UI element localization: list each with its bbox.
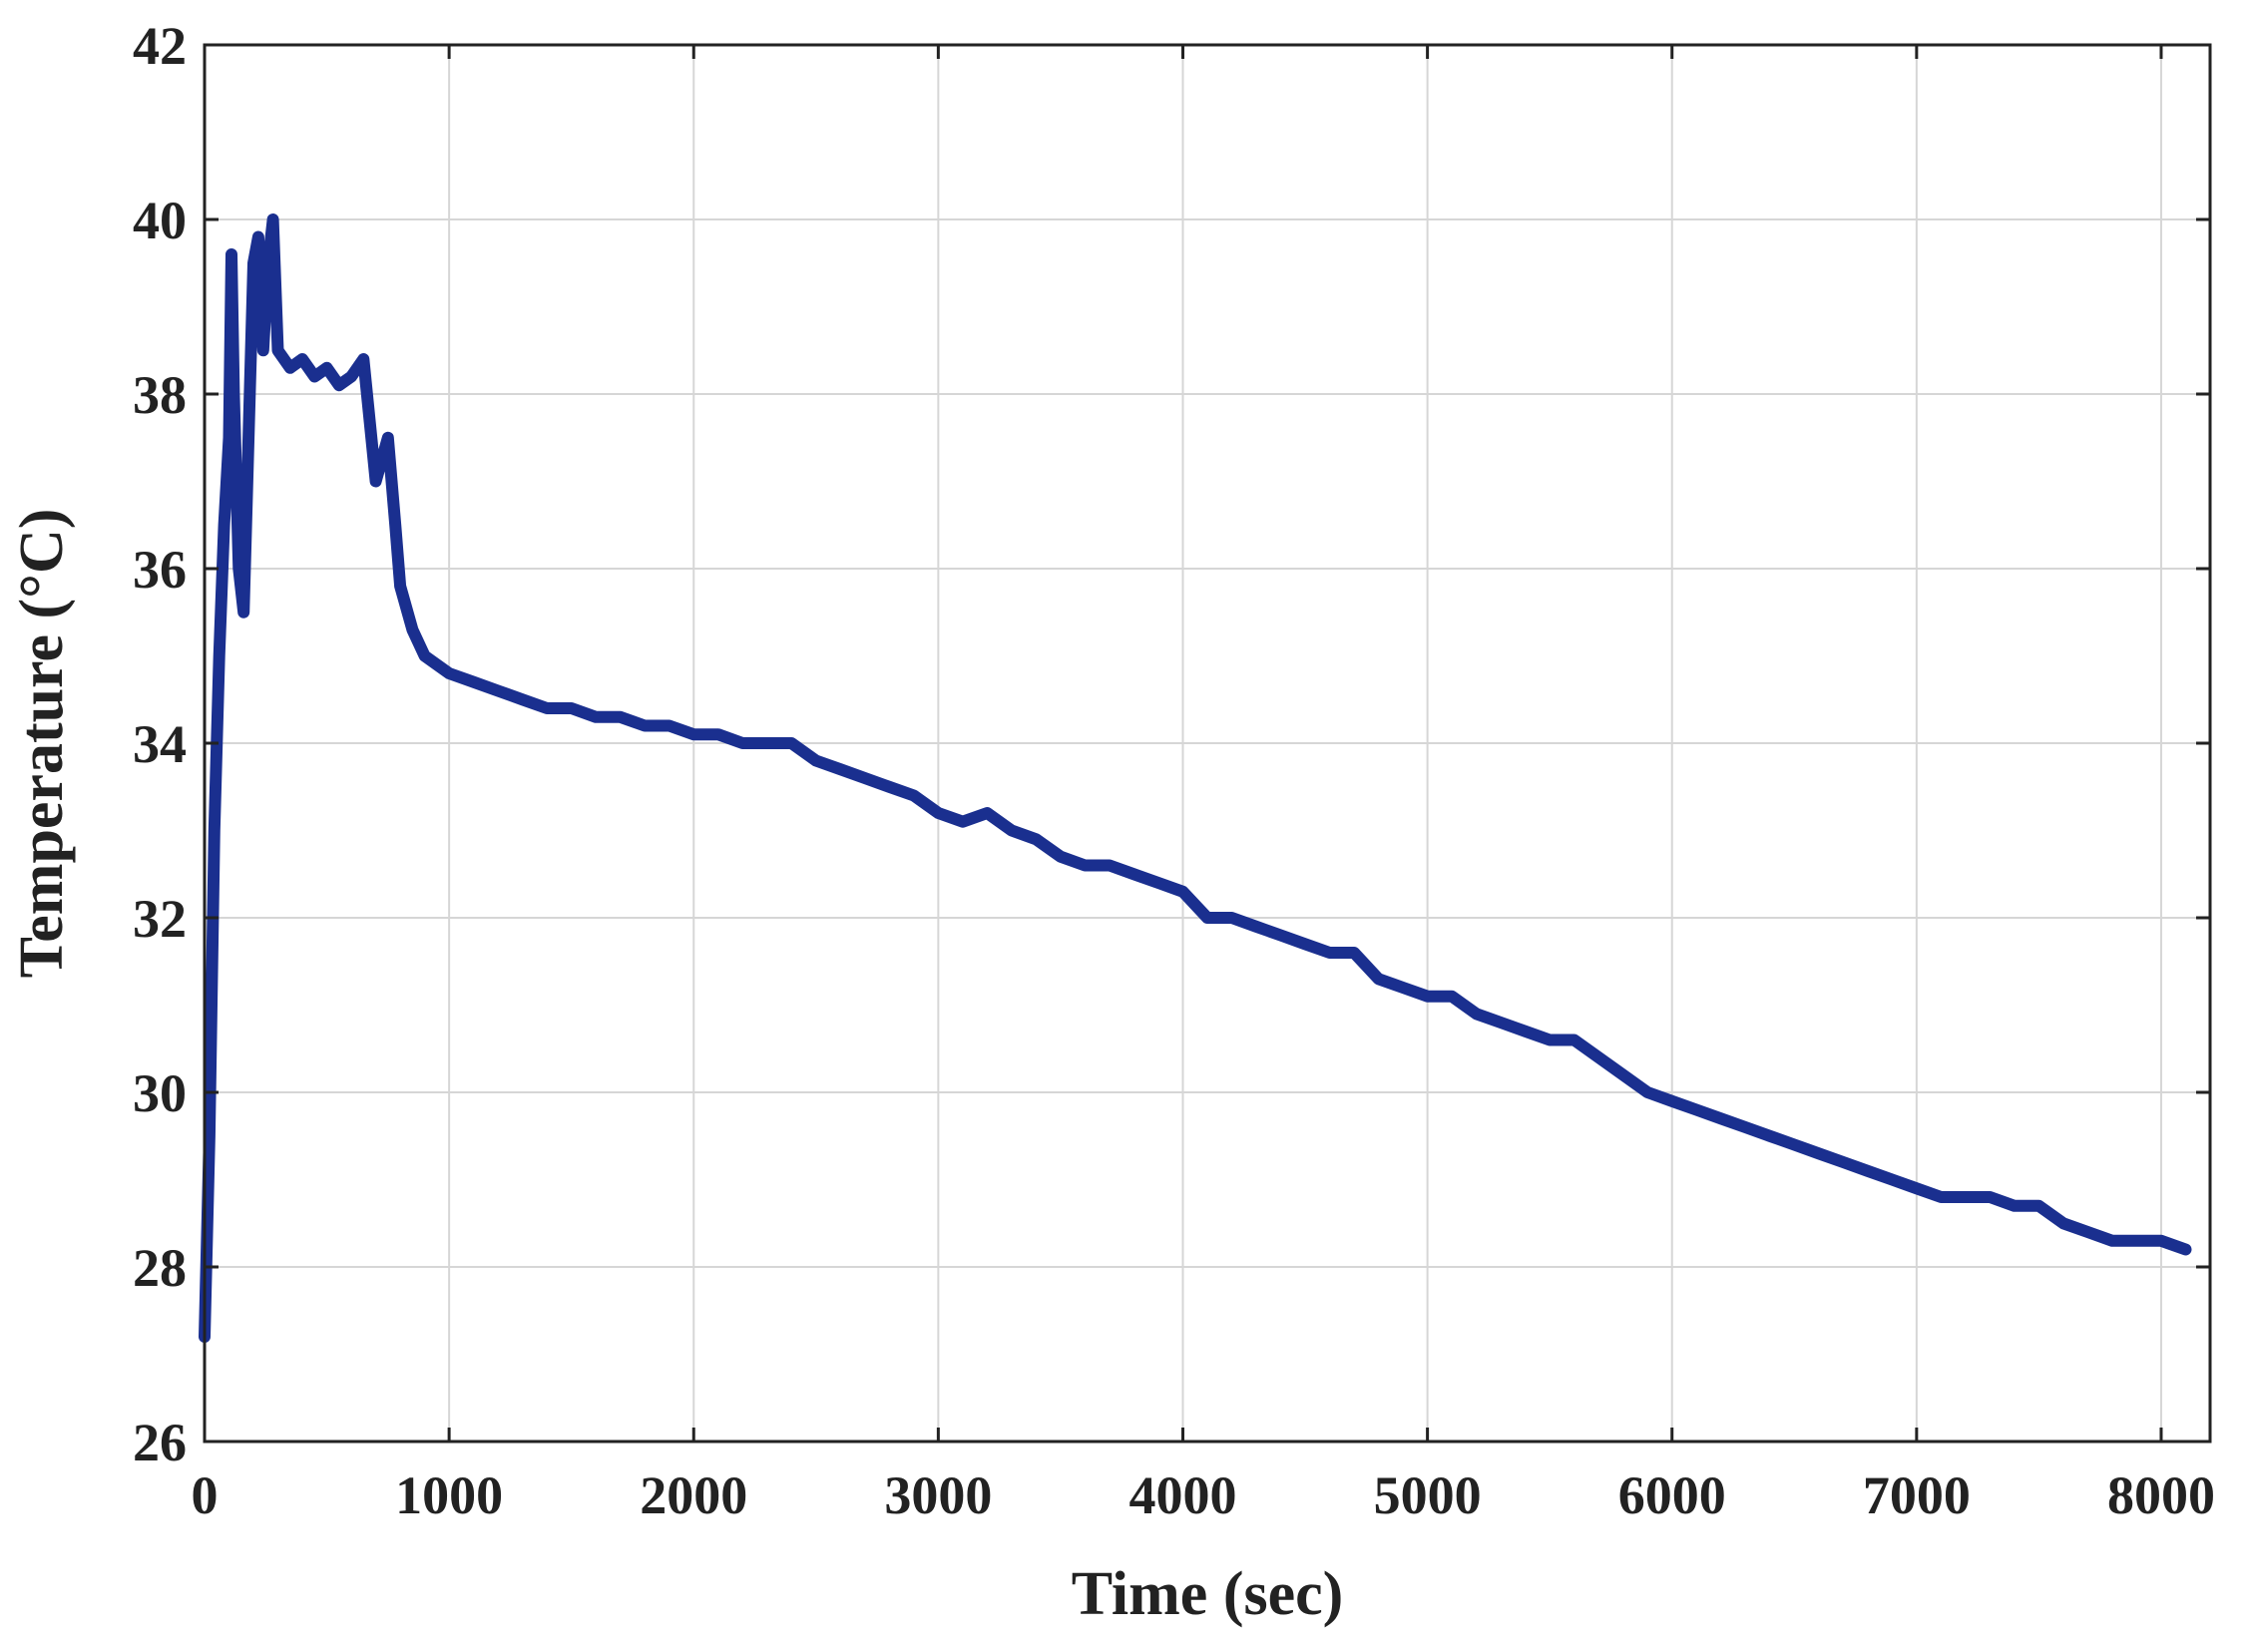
- y-axis-title: Temperature (°C): [8, 509, 76, 979]
- y-tick-label: 30: [133, 1063, 187, 1123]
- y-tick-label: 38: [133, 365, 187, 425]
- y-tick-label: 36: [133, 540, 187, 600]
- x-tick-label: 6000: [1618, 1465, 1726, 1525]
- x-tick-label: 8000: [2107, 1465, 2215, 1525]
- series-layer: [199, 213, 2192, 1343]
- y-tick-label: 40: [133, 191, 187, 250]
- x-tick-label: 7000: [1863, 1465, 1971, 1525]
- x-tick-label: 0: [192, 1465, 219, 1525]
- x-tick-label: 1000: [395, 1465, 503, 1525]
- y-tick-label: 42: [133, 16, 187, 76]
- y-tick-label: 34: [133, 714, 187, 774]
- tick-labels: 0 1000 2000 3000 4000 5000 6000 7000 8000 26 28 30 3…: [133, 16, 2215, 1525]
- tick-marks: [203, 43, 2210, 1444]
- x-tick-label: 5000: [1374, 1465, 1482, 1525]
- y-tick-label: 28: [133, 1238, 187, 1298]
- grid-lines: [204, 44, 2210, 1443]
- x-tick-label: 4000: [1128, 1465, 1236, 1525]
- y-tick-label: 26: [133, 1413, 187, 1472]
- x-axis-title: Time (sec): [1072, 1560, 1344, 1628]
- x-tick-label: 2000: [640, 1465, 747, 1525]
- y-tick-label: 32: [133, 889, 187, 949]
- temperature-series-line: [199, 213, 2192, 1343]
- x-tick-label: 3000: [884, 1465, 992, 1525]
